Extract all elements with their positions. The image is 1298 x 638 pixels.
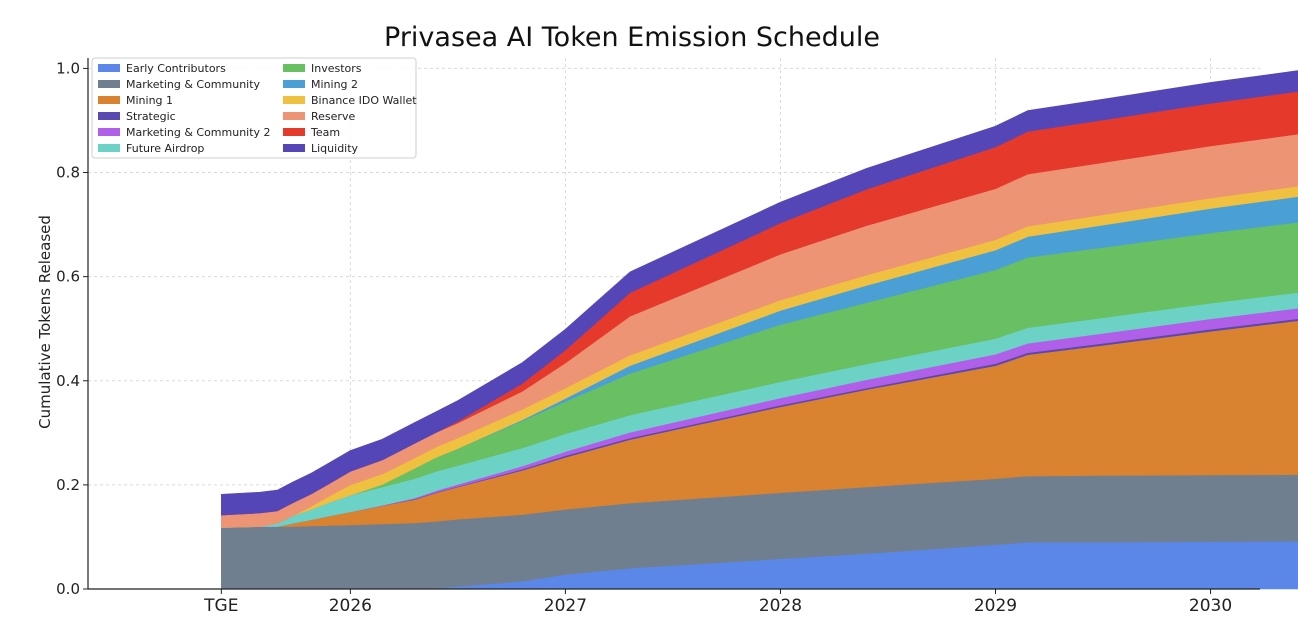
legend-swatch-investors xyxy=(283,64,305,72)
legend-label-binance-ido-wallet: Binance IDO Wallet xyxy=(311,94,417,107)
legend-label-marketing-community-2: Marketing & Community 2 xyxy=(126,126,271,139)
legend-swatch-marketing-community xyxy=(98,80,120,88)
legend-swatch-early-contributors xyxy=(98,64,120,72)
legend-swatch-reserve xyxy=(283,112,305,120)
x-tick-label: 2028 xyxy=(759,596,802,616)
y-tick-label: 0.8 xyxy=(56,164,80,182)
area-liquidity xyxy=(221,70,1298,516)
legend-label-investors: Investors xyxy=(311,62,362,75)
legend-swatch-future-airdrop xyxy=(98,144,120,152)
tick-layer: 0.0 0.2 0.4 0.6 0.8 1.0 TGE 2026 2027 2028 2029 203… xyxy=(56,59,1232,616)
legend-label-liquidity: Liquidity xyxy=(311,142,359,155)
area-layer xyxy=(221,70,1298,590)
legend-swatch-strategic xyxy=(98,112,120,120)
y-tick-label: 0.6 xyxy=(56,268,80,286)
legend-swatch-liquidity xyxy=(283,144,305,152)
legend-swatch-marketing-community-2 xyxy=(98,128,120,136)
legend-label-mining-2: Mining 2 xyxy=(311,78,358,91)
legend-label-strategic: Strategic xyxy=(126,110,176,123)
y-tick-label: 0.4 xyxy=(56,372,80,390)
legend-box xyxy=(91,57,417,159)
x-tick-label: TGE xyxy=(203,596,238,616)
legend-label-future-airdrop: Future Airdrop xyxy=(126,142,204,155)
chart-title: Privasea AI Token Emission Schedule xyxy=(384,22,880,53)
legend-swatch-mining-1 xyxy=(98,96,120,104)
x-tick-label: 2029 xyxy=(974,596,1017,616)
axis-layer xyxy=(87,58,1260,590)
x-tick-label: 2026 xyxy=(329,596,372,616)
legend-label-reserve: Reserve xyxy=(311,110,355,123)
legend-swatch-binance-ido-wallet xyxy=(283,96,305,104)
x-tick-label: 2027 xyxy=(544,596,587,616)
legend-swatch-team xyxy=(283,128,305,136)
legend-label-mining-1: Mining 1 xyxy=(126,94,173,107)
legend-label-marketing-community: Marketing & Community xyxy=(126,78,261,91)
y-tick-label: 0.2 xyxy=(56,476,80,494)
y-tick-label: 1.0 xyxy=(56,59,80,77)
legend-swatch-mining-2 xyxy=(283,80,305,88)
legend: Early Contributors Marketing & Community M… xyxy=(91,57,417,159)
x-tick-label: 2030 xyxy=(1189,596,1232,616)
y-axis-label: Cumulative Tokens Released xyxy=(36,215,54,429)
y-tick-label: 0.0 xyxy=(56,580,80,598)
legend-label-early-contributors: Early Contributors xyxy=(126,62,226,75)
legend-label-team: Team xyxy=(310,126,340,139)
